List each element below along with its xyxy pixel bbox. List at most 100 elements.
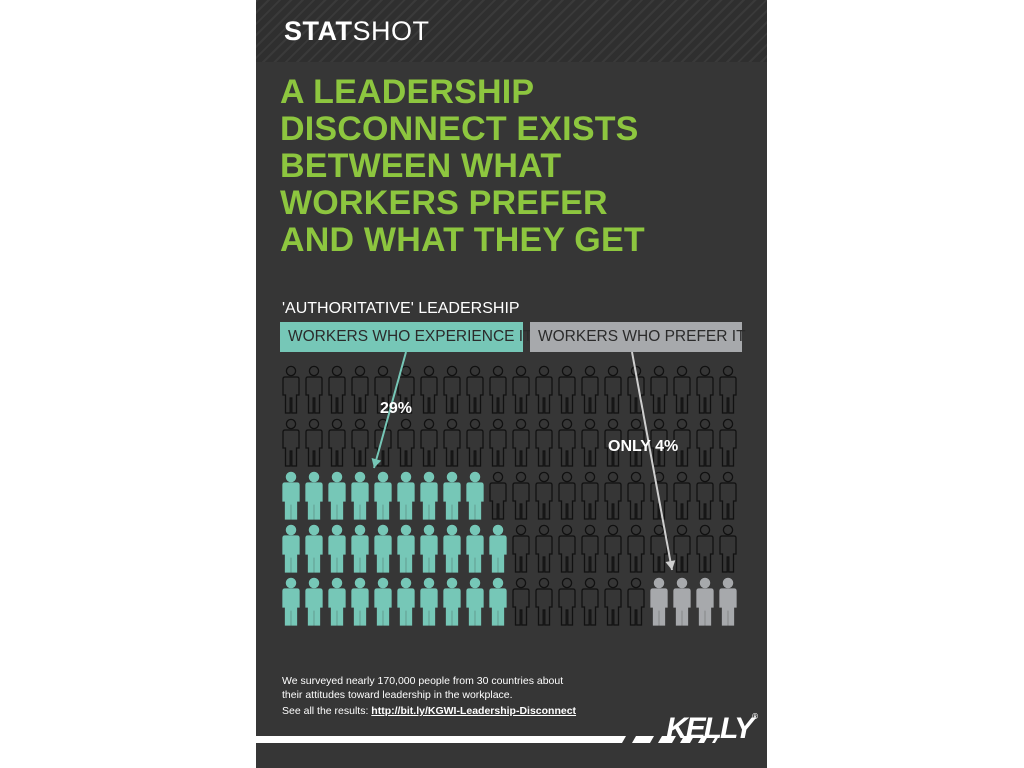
person-icon bbox=[305, 418, 323, 467]
headline-line-4: WORKERS PREFER bbox=[280, 184, 608, 222]
kelly-logo-text: KELLY bbox=[666, 712, 754, 745]
brand-band bbox=[256, 0, 767, 62]
person-icon-experience bbox=[351, 577, 369, 626]
person-icon-experience bbox=[466, 524, 484, 573]
prefer-arrow bbox=[631, 351, 676, 571]
brand-part-2: SHOT bbox=[352, 16, 430, 46]
kelly-logo-mark: ® bbox=[752, 712, 759, 721]
person-icon bbox=[627, 577, 645, 626]
person-icon bbox=[604, 577, 622, 626]
person-icon bbox=[604, 418, 622, 467]
pictogram-chart: 29% ONLY 4% bbox=[282, 351, 737, 626]
person-icon-experience bbox=[443, 524, 461, 573]
person-icon bbox=[282, 418, 300, 467]
person-icon-experience bbox=[443, 471, 461, 520]
person-icon bbox=[489, 471, 507, 520]
person-icon bbox=[650, 365, 668, 414]
person-icon bbox=[397, 418, 415, 467]
person-icon bbox=[696, 365, 714, 414]
person-icon-experience bbox=[466, 577, 484, 626]
person-icon-experience bbox=[328, 577, 346, 626]
person-icon bbox=[719, 365, 737, 414]
person-icon bbox=[535, 418, 553, 467]
person-icon-experience bbox=[443, 577, 461, 626]
person-icon bbox=[443, 365, 461, 414]
headline-line-1: A LEADERSHIP bbox=[280, 73, 535, 111]
person-icon-experience bbox=[351, 524, 369, 573]
person-icon bbox=[604, 365, 622, 414]
person-icon-experience bbox=[397, 524, 415, 573]
person-icon bbox=[581, 418, 599, 467]
person-icon bbox=[673, 524, 691, 573]
person-icon-experience bbox=[397, 577, 415, 626]
person-icon bbox=[673, 365, 691, 414]
person-icon bbox=[305, 365, 323, 414]
person-icon bbox=[420, 418, 438, 467]
person-icon-experience bbox=[420, 524, 438, 573]
person-icon bbox=[512, 471, 530, 520]
survey-note: We surveyed nearly 170,000 people from 3… bbox=[282, 675, 564, 701]
person-icon bbox=[696, 524, 714, 573]
brand-part-1: STAT bbox=[284, 16, 353, 46]
person-icon bbox=[627, 524, 645, 573]
person-icon bbox=[650, 418, 668, 467]
experience-arrow bbox=[371, 351, 407, 469]
person-icon bbox=[535, 577, 553, 626]
person-icon bbox=[627, 471, 645, 520]
results-line: See all the results: http://bit.ly/KGWI-… bbox=[282, 705, 576, 717]
person-icon bbox=[328, 365, 346, 414]
person-icon-experience bbox=[489, 524, 507, 573]
person-icon-experience bbox=[282, 577, 300, 626]
person-icon bbox=[443, 418, 461, 467]
person-icon bbox=[535, 524, 553, 573]
experience-value-label: 29% bbox=[380, 400, 412, 417]
speed-lines-decoration bbox=[256, 736, 719, 743]
person-icon-experience bbox=[328, 524, 346, 573]
person-icon-experience bbox=[420, 471, 438, 520]
statshot-brand: STATSHOT bbox=[284, 16, 430, 47]
kelly-logo: KELLY® bbox=[666, 712, 758, 746]
person-icon-experience bbox=[282, 471, 300, 520]
person-icon-experience bbox=[305, 524, 323, 573]
person-icon bbox=[696, 471, 714, 520]
person-icon bbox=[351, 365, 369, 414]
person-icon bbox=[581, 365, 599, 414]
person-icon-prefer bbox=[696, 577, 714, 626]
headline-line-5: AND WHAT THEY GET bbox=[280, 221, 645, 259]
person-icon-experience bbox=[305, 471, 323, 520]
person-icon bbox=[558, 365, 576, 414]
results-prefix: See all the results: bbox=[282, 705, 372, 717]
person-icon-experience bbox=[328, 471, 346, 520]
person-icon bbox=[558, 471, 576, 520]
person-icon bbox=[535, 365, 553, 414]
person-icon-experience bbox=[374, 471, 392, 520]
person-icon-experience bbox=[466, 471, 484, 520]
person-icon bbox=[581, 524, 599, 573]
prefer-value-label: ONLY 4% bbox=[608, 438, 678, 455]
person-icon-experience bbox=[397, 471, 415, 520]
infographic-poster: STATSHOT A LEADERSHIP DISCONNECT EXISTS … bbox=[256, 0, 767, 768]
person-icon bbox=[604, 471, 622, 520]
results-link[interactable]: http://bit.ly/KGWI-Leadership-Disconnect bbox=[371, 705, 577, 717]
person-icon bbox=[282, 365, 300, 414]
person-icon-prefer bbox=[650, 577, 668, 626]
headline-line-2: DISCONNECT EXISTS bbox=[280, 110, 639, 148]
person-icon bbox=[374, 365, 392, 414]
person-icon bbox=[512, 418, 530, 467]
person-icon-experience bbox=[305, 577, 323, 626]
person-icon bbox=[604, 524, 622, 573]
headline: A LEADERSHIP DISCONNECT EXISTS BETWEEN W… bbox=[280, 74, 750, 259]
person-icon bbox=[420, 365, 438, 414]
headline-line-3: BETWEEN WHAT bbox=[280, 147, 562, 185]
person-icon bbox=[328, 418, 346, 467]
person-icon bbox=[512, 524, 530, 573]
legend-prefer: WORKERS WHO PREFER IT bbox=[530, 322, 746, 352]
person-icon bbox=[466, 418, 484, 467]
person-icon bbox=[673, 418, 691, 467]
person-icon-experience bbox=[420, 577, 438, 626]
person-icon-experience bbox=[282, 524, 300, 573]
person-icon-prefer bbox=[673, 577, 691, 626]
person-icon bbox=[558, 524, 576, 573]
legend-experience: WORKERS WHO EXPERIENCE IT bbox=[280, 322, 533, 352]
person-icon bbox=[719, 418, 737, 467]
